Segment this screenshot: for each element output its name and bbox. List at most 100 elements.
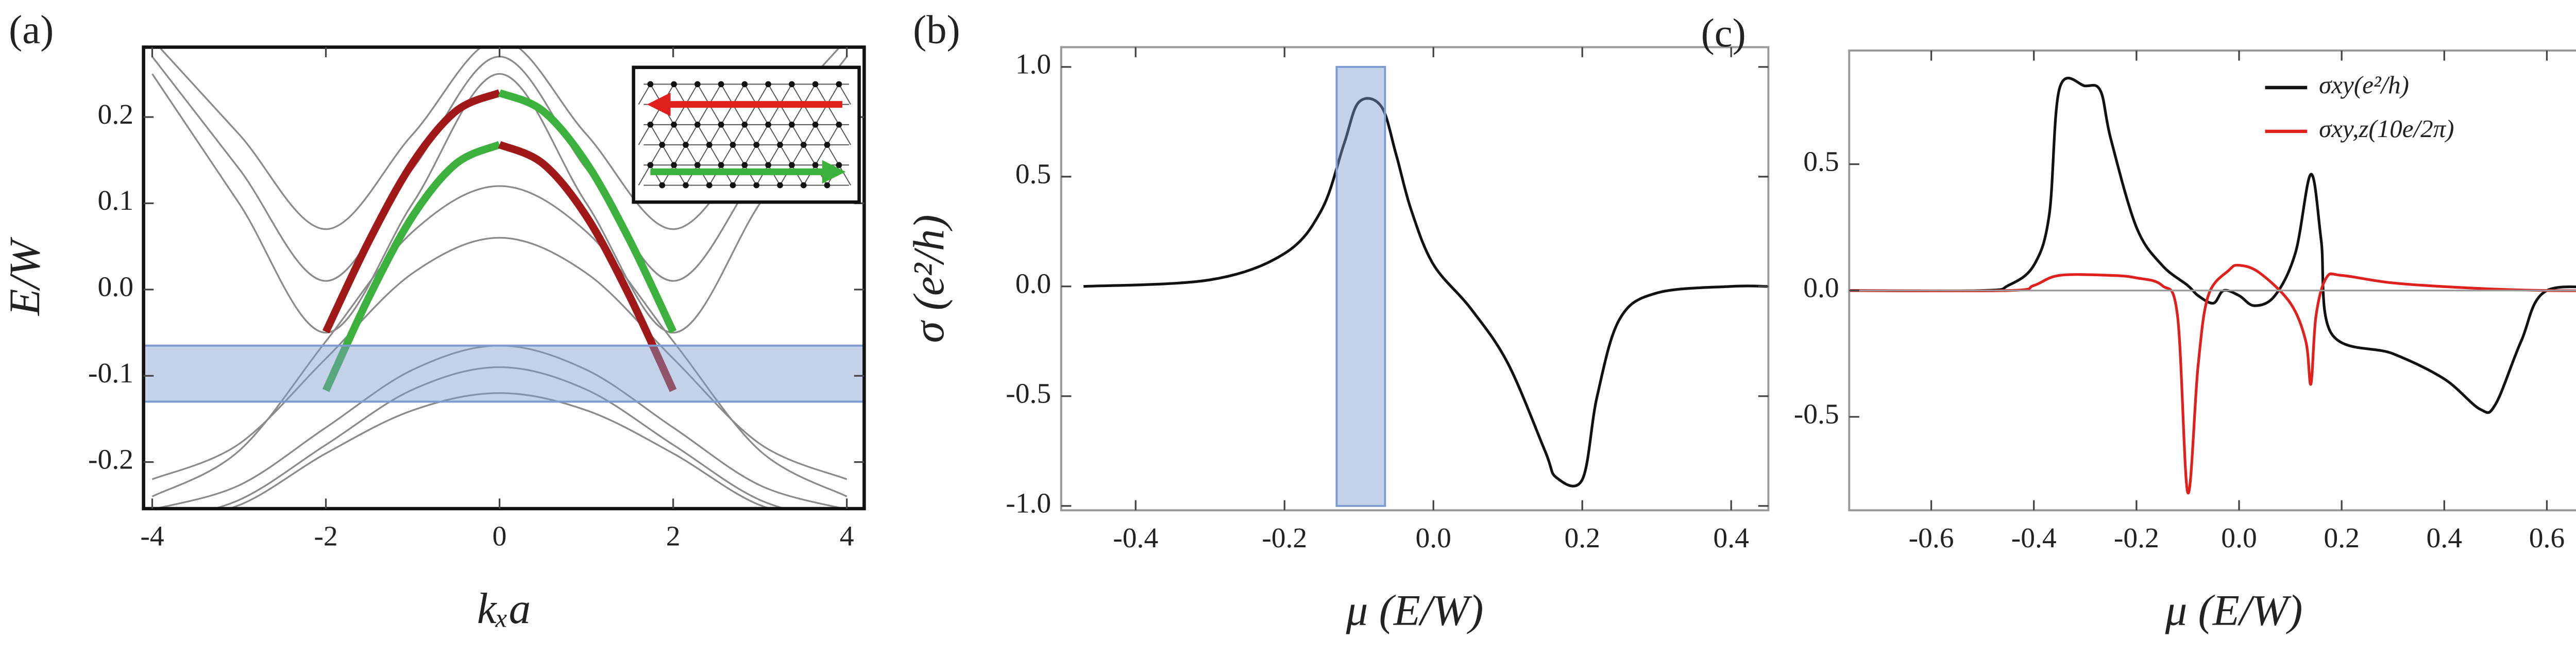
lattice-site	[765, 162, 771, 169]
plot-area	[1083, 65, 1769, 507]
lattice-bond	[756, 124, 769, 145]
lattice-bond	[638, 83, 651, 105]
shaded-region	[143, 344, 865, 403]
lattice-bond	[744, 124, 757, 145]
lattice-site	[671, 162, 677, 169]
y-tick-label: -0.1	[88, 357, 133, 389]
x-tick-label: 0.0	[2221, 522, 2257, 554]
y-tick-label: 1.0	[1015, 48, 1051, 80]
lattice-bond	[685, 144, 698, 165]
lattice-bond	[803, 144, 816, 165]
lattice-site	[777, 182, 783, 189]
y-axis-label: σ (e²/h)	[905, 214, 953, 343]
x-tick-label: -2	[314, 520, 337, 552]
y-tick-label: -1.0	[1006, 487, 1051, 519]
lattice-bond	[826, 144, 840, 165]
lattice-site	[824, 142, 831, 148]
lattice-site	[671, 81, 677, 88]
lattice-bond	[768, 124, 781, 145]
plot-frame	[1060, 46, 1770, 512]
lattice-bond	[638, 124, 651, 145]
lattice-site	[788, 121, 795, 128]
data-line	[1849, 263, 2576, 495]
x-tick-label: 0.4	[1713, 522, 1749, 554]
data-line	[151, 185, 848, 498]
data-line	[151, 73, 848, 334]
lattice-bond	[838, 164, 852, 186]
lattice-bond	[685, 124, 698, 145]
y-tick-label: 0.2	[98, 98, 133, 130]
lattice-site	[741, 81, 748, 88]
inset	[632, 65, 861, 204]
x-tick-label: 2	[666, 520, 681, 552]
x-tick-label: 0	[493, 520, 507, 552]
lattice-site	[836, 162, 842, 169]
x-tick-label: 0.2	[1564, 522, 1600, 554]
legend-label: σxy(e²/h)	[2319, 71, 2409, 99]
lattice-bond	[650, 124, 663, 145]
lattice-bond	[791, 144, 804, 165]
lattice-bond	[697, 144, 710, 165]
lattice-bond	[732, 124, 745, 145]
data-line	[322, 89, 501, 334]
x-axis-label: kₓa	[477, 584, 531, 633]
lattice-site	[824, 182, 831, 189]
plot-area	[143, 47, 865, 509]
data-line	[498, 141, 677, 392]
lattice-bond	[779, 124, 792, 145]
lattice-site	[683, 142, 689, 148]
lattice-bond	[791, 124, 804, 145]
lattice-site	[741, 121, 748, 128]
panel-label: (b)	[913, 7, 960, 52]
x-tick-label: -0.4	[1113, 522, 1158, 554]
panel-label: (a)	[9, 7, 54, 52]
plot-frame	[1848, 49, 2576, 512]
lattice-site	[765, 121, 771, 128]
lattice-bond	[838, 124, 852, 145]
lattice-site	[812, 121, 819, 128]
y-tick-label: 0.0	[1015, 268, 1051, 300]
lattice-bond	[697, 124, 710, 145]
y-axis-label: E/W	[1, 237, 49, 316]
lattice-site	[800, 142, 807, 148]
y-tick-label: 0.0	[98, 271, 133, 303]
lattice-site	[659, 182, 666, 189]
lattice-bond	[779, 144, 792, 165]
lattice-site	[694, 121, 701, 128]
x-tick-label: -0.6	[1909, 522, 1954, 554]
lattice-site	[694, 81, 701, 88]
x-tick-label: -0.2	[2114, 522, 2159, 554]
legend-label: σxy,z(10e/2π)	[2319, 114, 2454, 143]
data-line	[1083, 97, 1769, 488]
panel-label: (c)	[1701, 10, 1746, 55]
edge-arrowhead-top	[647, 92, 671, 116]
lattice-site	[800, 182, 807, 189]
y-tick-label: -0.5	[1006, 378, 1051, 410]
x-tick-label: -0.4	[2011, 522, 2057, 554]
lattice-site	[659, 142, 666, 148]
lattice-site	[718, 121, 724, 128]
lattice-bond	[720, 144, 734, 165]
x-tick-label: 0.0	[1415, 522, 1451, 554]
data-line	[211, 366, 788, 509]
lattice-site	[788, 162, 795, 169]
y-tick-label: 0.0	[1803, 272, 1839, 304]
plot-frame	[142, 45, 866, 511]
lattice-site	[765, 81, 771, 88]
lattice-site	[694, 162, 701, 169]
lattice-bond	[838, 83, 852, 105]
x-tick-label: -4	[140, 520, 164, 552]
lattice-site	[718, 81, 724, 88]
lattice-site	[706, 182, 713, 189]
x-tick-label: -0.2	[1262, 522, 1307, 554]
lattice-site	[647, 162, 654, 169]
lattice-bond	[720, 124, 734, 145]
lattice-bond	[650, 144, 663, 165]
lattice-site	[836, 121, 842, 128]
data-line	[498, 89, 677, 334]
y-tick-label: 0.5	[1015, 158, 1051, 190]
data-line	[226, 392, 773, 509]
lattice-bond	[815, 144, 828, 165]
y-tick-label: -0.2	[88, 443, 133, 475]
